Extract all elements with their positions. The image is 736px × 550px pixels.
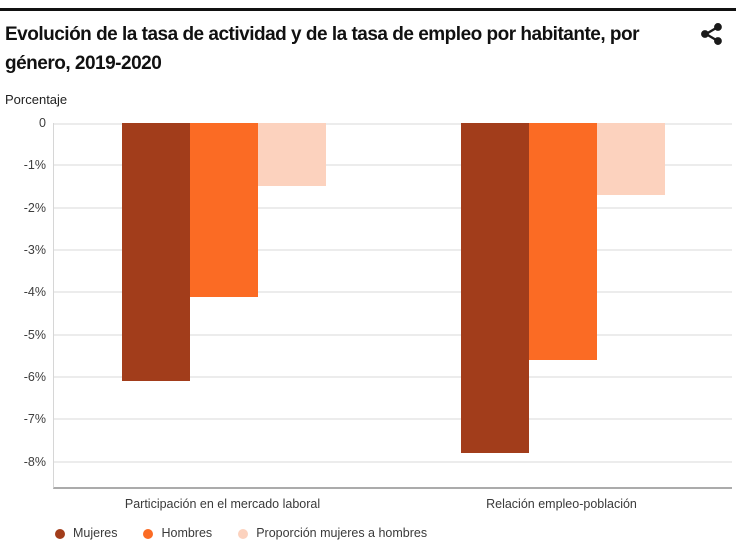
category-label-participaci-n-en-el-mercado-laboral: Participación en el mercado laboral: [124, 497, 321, 511]
bar-hombres-relaci-n-empleo-poblaci-n[interactable]: [529, 123, 597, 360]
category-label-relaci-n-empleo-poblaci-n: Relación empleo-población: [486, 497, 637, 511]
y-axis-title: Porcentaje: [5, 92, 68, 107]
y-tick-label: -1%: [23, 158, 46, 172]
top-border: [0, 8, 736, 11]
y-tick-label: -2%: [23, 201, 46, 215]
y-tick-label: -8%: [23, 455, 46, 469]
legend-item-proporci-n-mujeres-a-hombres[interactable]: Proporción mujeres a hombres: [238, 526, 427, 541]
y-tick-label: -4%: [23, 285, 46, 299]
y-tick-label: -7%: [23, 412, 46, 426]
bar-proporci-n-mujeres-a-hombres-participaci-n-en-el-mercado-laboral[interactable]: [258, 123, 326, 186]
bar-mujeres-relaci-n-empleo-poblaci-n[interactable]: [461, 123, 529, 453]
gridline: [54, 334, 732, 336]
gridline: [54, 164, 732, 166]
bar-proporci-n-mujeres-a-hombres-relaci-n-empleo-poblaci-n[interactable]: [597, 123, 665, 195]
legend-item-hombres[interactable]: Hombres: [143, 526, 212, 541]
y-tick-label: 0: [39, 116, 46, 130]
gridline: [54, 207, 732, 209]
gridline: [54, 291, 732, 293]
bar-mujeres-participaci-n-en-el-mercado-laboral[interactable]: [122, 123, 190, 381]
gridline: [54, 461, 732, 463]
bar-hombres-participaci-n-en-el-mercado-laboral[interactable]: [190, 123, 258, 297]
gridline: [54, 249, 732, 251]
y-tick-label: -5%: [23, 328, 46, 342]
legend-item-mujeres[interactable]: Mujeres: [55, 526, 117, 541]
y-tick-label: -3%: [23, 243, 46, 257]
page-title: Evolución de la tasa de actividad y de l…: [5, 24, 640, 74]
legend-label: Hombres: [161, 526, 213, 540]
legend: Mujeres Hombres Proporción mujeres a hombr…: [55, 526, 427, 541]
gridline: [54, 376, 732, 378]
gridline: [54, 123, 732, 125]
legend-dot-mujeres: [55, 528, 65, 539]
legend-dot-proporci-n-mujeres-a-hombres: [238, 528, 249, 539]
share-button[interactable]: [699, 20, 727, 48]
legend-dot-hombres: [143, 528, 154, 539]
plot-area: [53, 123, 732, 489]
y-tick-label: -6%: [23, 370, 46, 384]
gridline: [54, 418, 732, 420]
share-icon: [701, 23, 722, 45]
legend-label: Proporción mujeres a hombres: [256, 526, 428, 540]
legend-label: Mujeres: [73, 526, 118, 540]
